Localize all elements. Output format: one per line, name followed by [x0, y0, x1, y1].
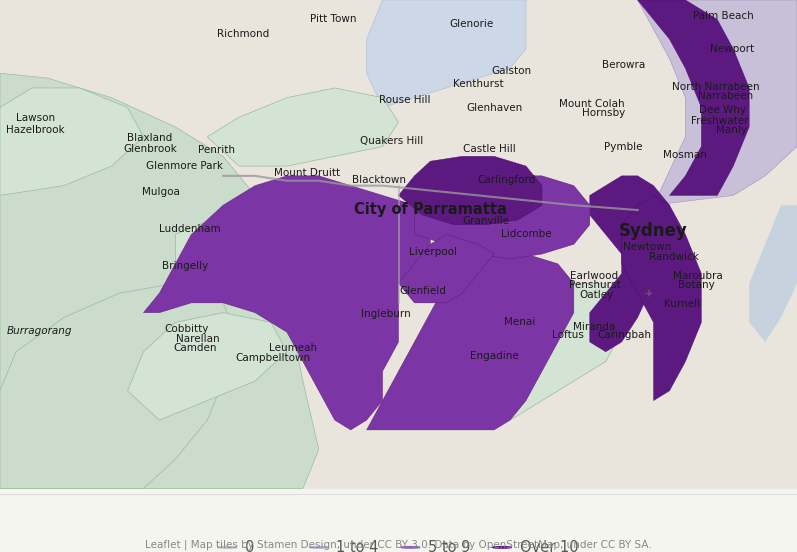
Text: Mulgoa: Mulgoa: [142, 188, 180, 198]
Text: Over 10: Over 10: [520, 540, 579, 552]
Text: Burragorang: Burragorang: [7, 326, 73, 336]
Text: 1 to 4: 1 to 4: [336, 540, 379, 552]
Polygon shape: [749, 205, 797, 342]
Text: Earlwood: Earlwood: [570, 271, 618, 281]
Text: Lawson
Hazelbrook: Lawson Hazelbrook: [6, 113, 65, 135]
Circle shape: [401, 546, 420, 548]
Polygon shape: [414, 176, 590, 259]
Text: Pitt Town: Pitt Town: [310, 14, 356, 24]
Text: Narrabeen: Narrabeen: [697, 91, 753, 101]
Polygon shape: [590, 176, 669, 352]
Text: Dee Why: Dee Why: [700, 105, 746, 115]
Text: Glenfield: Glenfield: [399, 286, 446, 296]
Text: Leumeah: Leumeah: [269, 343, 317, 353]
Text: Sydney: Sydney: [619, 221, 688, 240]
Text: Granville: Granville: [463, 216, 509, 226]
Polygon shape: [367, 0, 526, 108]
Text: Bringelly: Bringelly: [162, 261, 208, 270]
Text: Carlingford: Carlingford: [477, 175, 536, 185]
Text: Randwick: Randwick: [649, 252, 698, 262]
Text: Berowra: Berowra: [602, 60, 645, 70]
Text: Lidcombe: Lidcombe: [501, 229, 552, 238]
Text: Richmond: Richmond: [217, 29, 269, 39]
Text: Mount Colah: Mount Colah: [559, 99, 624, 109]
Text: Caringbah: Caringbah: [598, 330, 652, 340]
Text: Penrith: Penrith: [198, 146, 235, 156]
Polygon shape: [143, 176, 430, 430]
Polygon shape: [367, 254, 574, 430]
Polygon shape: [622, 195, 701, 401]
Text: Glenorie: Glenorie: [450, 19, 494, 29]
Polygon shape: [638, 0, 749, 195]
Text: Castle Hill: Castle Hill: [463, 144, 516, 153]
Text: Newport: Newport: [709, 44, 754, 54]
Text: Blacktown: Blacktown: [352, 175, 406, 185]
Text: Freshwater: Freshwater: [691, 116, 748, 126]
Text: Camden: Camden: [174, 343, 217, 353]
Text: Narellan: Narellan: [176, 333, 219, 343]
Text: Luddenham: Luddenham: [159, 224, 221, 234]
Text: Oatley: Oatley: [579, 290, 613, 300]
Polygon shape: [207, 88, 398, 166]
Text: Loftus: Loftus: [552, 330, 583, 340]
Text: Glenhaven: Glenhaven: [466, 103, 522, 113]
Text: Leaflet | Map tiles by Stamen Design, under CC BY 3.0. Data by OpenStreetMap, un: Leaflet | Map tiles by Stamen Design, un…: [145, 539, 652, 550]
Text: Mount Druitt: Mount Druitt: [274, 168, 340, 178]
Polygon shape: [494, 283, 622, 420]
Polygon shape: [128, 312, 287, 420]
Polygon shape: [398, 156, 542, 225]
Text: Maroubra: Maroubra: [673, 271, 723, 281]
Text: Kenthurst: Kenthurst: [453, 79, 504, 89]
Text: Palm Beach: Palm Beach: [693, 10, 754, 20]
Text: Blaxland
Glenbrook: Blaxland Glenbrook: [123, 133, 177, 155]
Text: Mosman: Mosman: [663, 150, 708, 160]
Text: ✈: ✈: [645, 289, 653, 299]
Text: Manly: Manly: [717, 125, 747, 135]
Circle shape: [493, 546, 512, 548]
Text: Galston: Galston: [492, 66, 532, 76]
Text: Cobbitty: Cobbitty: [164, 324, 209, 334]
Polygon shape: [0, 283, 239, 489]
Text: Menai: Menai: [504, 317, 536, 327]
Polygon shape: [0, 88, 143, 195]
Text: Miranda: Miranda: [572, 322, 615, 332]
Text: North Narrabeen: North Narrabeen: [672, 82, 760, 92]
Text: Penshurst: Penshurst: [569, 280, 620, 290]
Text: Campbelltown: Campbelltown: [236, 353, 311, 363]
Text: Pymble: Pymble: [604, 141, 642, 152]
Text: Ingleburn: Ingleburn: [361, 309, 410, 319]
Text: Quakers Hill: Quakers Hill: [360, 136, 424, 146]
Polygon shape: [0, 73, 319, 489]
Text: Liverpool: Liverpool: [409, 247, 457, 257]
Text: City of Parramatta: City of Parramatta: [354, 201, 507, 216]
Polygon shape: [398, 235, 494, 303]
Text: Hornsby: Hornsby: [582, 108, 625, 118]
Text: 5 to 9: 5 to 9: [428, 540, 470, 552]
Polygon shape: [175, 205, 303, 274]
Text: Rouse Hill: Rouse Hill: [379, 95, 430, 105]
Text: Newtown: Newtown: [623, 242, 671, 252]
Text: 0: 0: [245, 540, 254, 552]
Circle shape: [309, 546, 328, 548]
Text: Glenmore Park: Glenmore Park: [147, 161, 223, 171]
Text: Kurnell: Kurnell: [664, 299, 701, 309]
Text: Botany: Botany: [678, 280, 715, 290]
Text: Engadine: Engadine: [469, 351, 519, 360]
Polygon shape: [638, 0, 797, 205]
Circle shape: [218, 546, 237, 548]
